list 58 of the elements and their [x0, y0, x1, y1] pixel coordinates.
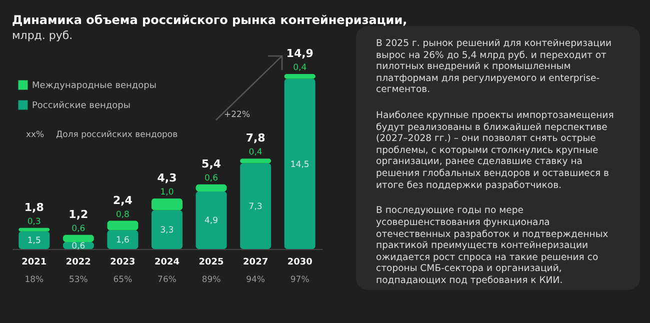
text: 76% — [158, 275, 176, 285]
bar — [152, 210, 182, 249]
annotation: +22% — [224, 110, 250, 120]
legend-label: Российские вендоры — [32, 101, 130, 111]
text: В последующие годы по мере усовершенствования функционала отечественных разработок и подтвержденных практикой преимуществ контейнеризации ожидается рост спроса на такие решения со стороны СМБ-сектора и организаций, подпадающих под требования к КИИ. — [376, 205, 610, 287]
data-label: 0,6 — [72, 241, 86, 252]
data-label: 0,3 — [27, 216, 41, 227]
data-label: 0,8 — [116, 210, 130, 220]
data-label: 1,6 — [116, 236, 130, 246]
legend-label: Международные вендоры — [32, 81, 156, 91]
x-tick-label: 2027 — [243, 258, 268, 268]
text: 94% — [246, 275, 266, 285]
data-label: 0,4 — [293, 63, 307, 73]
bar — [240, 158, 272, 164]
data-label: 0,4 — [248, 148, 262, 158]
data-label: 3,3 — [160, 226, 174, 236]
bar — [240, 163, 272, 249]
text: В 2025 г. рынок решений для контейнеризации вырос на 26% до 5,4 млрд руб. и переходит от пилотных внедрений к промышленным платформам для регулируемого и enterprise-сегментов. — [376, 38, 613, 96]
bar — [196, 184, 227, 192]
text: 53% — [68, 275, 88, 285]
text: 65% — [113, 275, 132, 285]
bar — [107, 230, 138, 249]
bar — [152, 198, 182, 210]
x-tick-label: 2030 — [287, 258, 312, 268]
text: 89% — [202, 275, 221, 285]
data-label: 14,5 — [290, 160, 310, 170]
data-label: 0,6 — [204, 173, 218, 184]
bar — [18, 231, 50, 249]
bar — [284, 78, 316, 249]
x-tick-label: 2025 — [198, 258, 224, 268]
annotation: xx% — [26, 130, 44, 140]
data-label: 1,0 — [160, 187, 174, 198]
x-tick-label: 2024 — [154, 258, 180, 268]
text: 18% — [24, 275, 44, 285]
bar — [196, 191, 227, 249]
data-label: 4,9 — [204, 216, 218, 226]
total-label: 14,9 — [286, 47, 314, 60]
total-label: 1,8 — [24, 200, 44, 214]
chart-title: Динамика объема российского рынка контейнеризации, — [12, 13, 408, 27]
data-label: 0,6 — [72, 224, 86, 234]
data-label: 1,5 — [27, 236, 41, 246]
total-label: 1,2 — [68, 208, 88, 221]
x-tick-label: 2022 — [66, 258, 91, 268]
total-label: 4,3 — [157, 171, 177, 184]
data-label: 7,3 — [248, 202, 262, 212]
bar — [18, 228, 50, 232]
chart-subtitle: млрд. руб. — [12, 29, 73, 42]
x-tick-label: 2023 — [110, 258, 136, 268]
bar — [284, 74, 316, 79]
x-tick-label: 2021 — [22, 258, 47, 268]
total-label: 2,4 — [112, 194, 133, 207]
total-label: 5,4 — [202, 157, 222, 170]
annotation: Доля российских вендоров — [56, 130, 178, 140]
text: 97% — [290, 275, 310, 285]
text: Наиболее крупные проекты импортозамещения будут реализованы в ближайшей перспективе (2027–2028 гг.) – они позволят снять острые проблемы, с которыми столкнулись крупные организации, ранее сделавшие ставку на решения глобальных вендоров и оставшиеся в итоге без поддержки разработчиков. — [376, 110, 615, 192]
bar — [62, 234, 94, 242]
bar — [107, 220, 138, 230]
total-label: 7,8 — [246, 132, 266, 145]
